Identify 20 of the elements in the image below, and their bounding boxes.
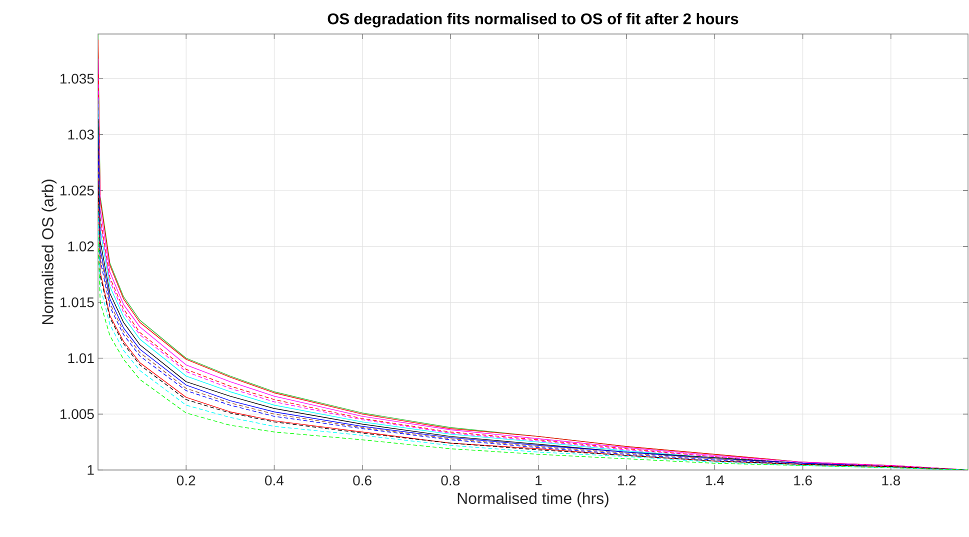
x-axis-title: Normalised time (hrs) <box>458 492 608 508</box>
y-tick-label: 1.005 <box>60 409 94 420</box>
x-tick-label: 0.8 <box>441 476 460 486</box>
y-tick-label: 1.03 <box>68 130 94 140</box>
chart-title: OS degradation fits normalised to OS of fit after 2 hours <box>328 12 738 28</box>
y-tick-label: 1.035 <box>60 74 94 84</box>
y-tick-label: 1.015 <box>60 297 94 308</box>
y-tick-label: 1 <box>88 465 94 475</box>
y-tick-label: 1.025 <box>60 186 94 196</box>
x-tick-label: 1.6 <box>794 476 812 486</box>
y-tick-label: 1.02 <box>68 241 94 252</box>
y-axis-title: Normalised OS (arb) <box>42 180 57 324</box>
x-tick-label: 0.4 <box>265 476 284 486</box>
x-tick-label: 0.2 <box>176 476 196 486</box>
x-tick-label: 1.2 <box>618 476 636 486</box>
x-tick-label: 1 <box>536 476 542 486</box>
y-tick-label: 1.01 <box>68 353 94 364</box>
x-tick-label: 0.6 <box>353 476 372 486</box>
x-tick-label: 1.8 <box>882 476 900 486</box>
x-tick-label: 1.4 <box>706 476 724 486</box>
